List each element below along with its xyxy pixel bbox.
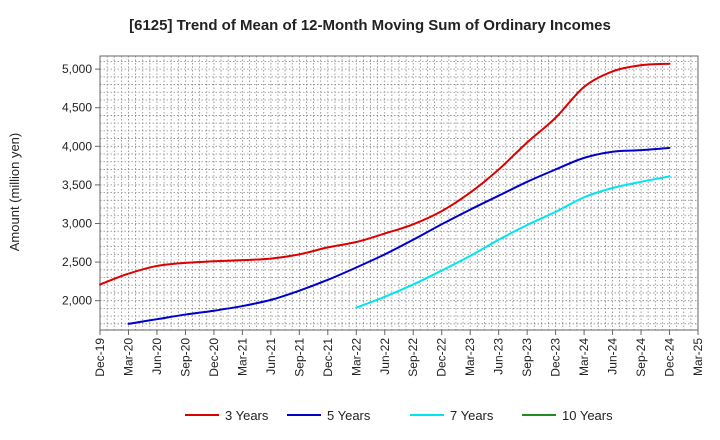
x-tick-label: Dec-22 <box>435 338 449 377</box>
y-tick-label: 2,500 <box>62 255 92 269</box>
x-tick-label: Mar-22 <box>349 338 363 376</box>
y-tick-label: 4,500 <box>62 101 92 115</box>
y-tick-label: 3,000 <box>62 216 92 230</box>
y-axis-label: Amount (million yen) <box>7 133 22 252</box>
y-tick-label: 3,500 <box>62 178 92 192</box>
series-line-3-years <box>99 62 671 286</box>
legend-label-5-years: 5 Years <box>327 408 371 423</box>
x-axis-ticks: Dec-19 Mar-20 Jun-20 Sep-20 Dec-20 Mar-21 Jun-… <box>93 330 705 377</box>
x-tick-label: Mar-24 <box>577 338 591 376</box>
grid <box>100 56 698 330</box>
legend-label-7-years: 7 Years <box>450 408 494 423</box>
x-tick-label: Dec-23 <box>549 338 563 377</box>
x-tick-label: Dec-24 <box>663 338 677 377</box>
series-lines <box>99 62 671 325</box>
x-tick-label: Jun-21 <box>264 338 278 375</box>
y-tick-label: 2,000 <box>62 294 92 308</box>
x-tick-label: Mar-23 <box>463 338 477 376</box>
x-tick-label: Sep-22 <box>406 338 420 377</box>
plot-frame <box>99 55 699 331</box>
legend: 3 Years 5 Years 7 Years 10 Years <box>185 408 613 423</box>
y-axis-ticks: 2,000 2,500 3,000 3,500 4,000 4,500 5,000 <box>62 62 100 308</box>
legend-label-3-years: 3 Years <box>225 408 269 423</box>
x-tick-label: Dec-19 <box>93 338 107 377</box>
x-tick-label: Sep-20 <box>178 338 192 377</box>
series-line-5-years <box>127 146 671 325</box>
x-tick-label: Jun-24 <box>606 338 620 375</box>
x-tick-label: Mar-20 <box>121 338 135 376</box>
x-tick-label: Dec-20 <box>207 338 221 377</box>
chart-title: [6125] Trend of Mean of 12-Month Moving … <box>129 17 611 34</box>
legend-label-10-years: 10 Years <box>562 408 613 423</box>
series-line-7-years <box>355 175 671 309</box>
x-tick-label: Jun-20 <box>150 338 164 375</box>
x-tick-label: Sep-23 <box>520 338 534 377</box>
x-tick-label: Sep-24 <box>634 338 648 377</box>
x-tick-label: Jun-23 <box>492 338 506 375</box>
x-tick-label: Dec-21 <box>321 338 335 377</box>
x-tick-label: Jun-22 <box>378 338 392 375</box>
x-tick-label: Sep-21 <box>292 338 306 377</box>
y-tick-label: 5,000 <box>62 62 92 76</box>
x-tick-label: Mar-25 <box>691 338 705 376</box>
x-tick-label: Mar-21 <box>235 338 249 376</box>
y-tick-label: 4,000 <box>62 139 92 153</box>
